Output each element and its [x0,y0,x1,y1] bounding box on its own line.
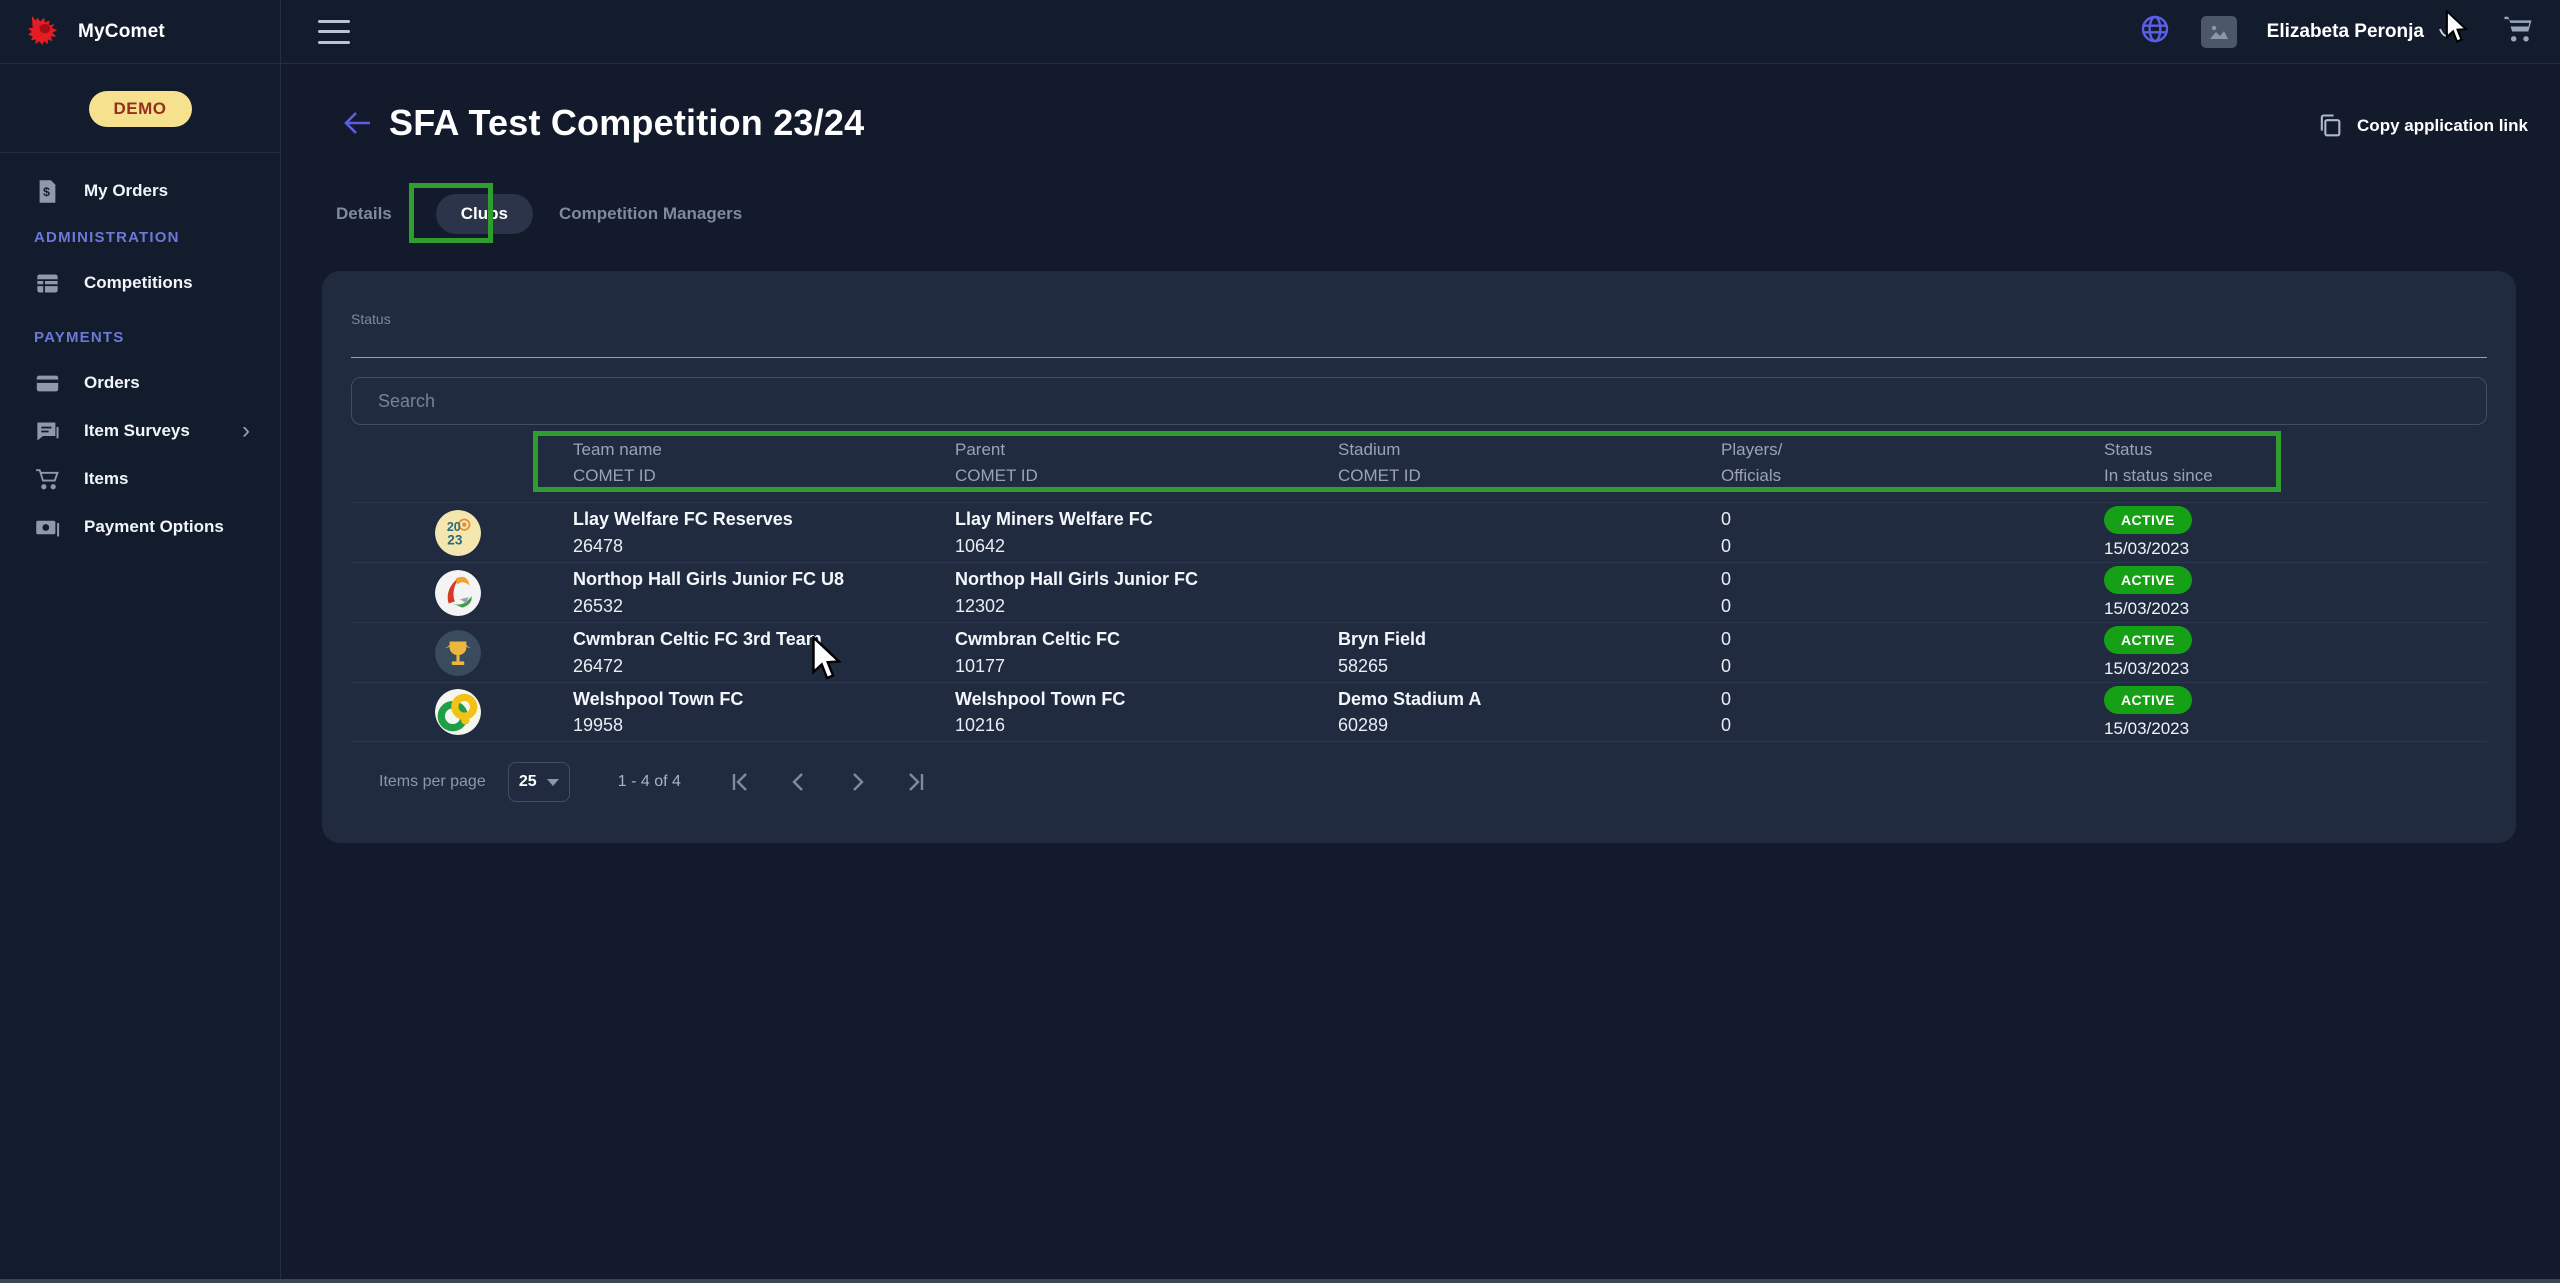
page-title: SFA Test Competition 23/24 [389,102,865,143]
tab-clubs[interactable]: Clubs [435,194,533,234]
table-list-icon [37,274,58,292]
sidebar-item-orders[interactable]: Orders [0,359,280,407]
mouse-cursor-small [2445,10,2469,43]
status-badge: ACTIVE [2104,685,2192,714]
dragon-logo-icon [26,12,64,51]
last-page-button[interactable] [901,768,929,796]
col-parent: Parent COMET ID [955,439,1038,485]
table-row[interactable]: Northop Hall Girls Junior FC U8 26532 No… [351,562,2487,622]
hamburger-menu-icon[interactable] [318,19,350,44]
cart-outline-icon [36,468,59,489]
sidebar: DEMO $ My Orders ADMINISTRATION Competit… [0,65,280,1283]
svg-text:$: $ [43,185,50,199]
user-avatar[interactable] [2200,15,2237,48]
club-logo-cwmbran-celtic [435,629,481,676]
tab-bar: Details Clubs Competition Managers [336,186,742,242]
copy-icon [2320,114,2341,137]
col-stadium: Stadium COMET ID [1338,439,1421,485]
mouse-cursor [812,636,842,680]
first-page-button[interactable] [727,768,755,796]
sidebar-item-item-surveys[interactable]: Item Surveys › [0,407,280,455]
search-input[interactable] [351,377,2487,425]
club-logo-northop-hall [435,569,481,616]
credit-card-icon [36,375,59,391]
pagination: Items per page 25 1 - 4 of 4 [351,759,2487,805]
next-page-button[interactable] [843,768,871,796]
items-per-page-label: Items per page [379,773,486,790]
back-button[interactable] [339,106,379,146]
previous-page-button[interactable] [785,768,813,796]
copy-application-link-button[interactable]: Copy application link [2316,112,2528,140]
topbar: MyComet Elizabeta Peronja [0,0,2560,64]
main-content: SFA Test Competition 23/24 Copy applicat… [281,64,2560,1283]
annotation-box-clubs-tab [409,183,493,243]
sidebar-item-items[interactable]: Items [0,455,280,503]
status-badge: ACTIVE [2104,506,2192,534]
cart-icon[interactable] [2502,14,2534,49]
sidebar-section-administration: ADMINISTRATION [34,228,180,246]
chat-bubble-icon [37,422,59,440]
user-name[interactable]: Elizabeta Peronja [2266,20,2424,42]
svg-text:20: 20 [447,519,461,533]
status-filter-label: Status [351,311,391,327]
brand-name: MyComet [78,20,165,42]
sidebar-item-competitions[interactable]: Competitions [0,259,280,307]
sidebar-section-payments: PAYMENTS [34,328,125,346]
receipt-dollar-icon: $ [39,179,56,203]
tab-competition-managers[interactable]: Competition Managers [558,204,743,223]
table-row[interactable]: Cwmbran Celtic FC 3rd Team 26472 Cwmbran… [351,622,2487,682]
col-team-name: Team name COMET ID [573,439,662,485]
status-badge: ACTIVE [2104,626,2192,654]
brand: MyComet [0,12,280,51]
caret-down-icon [546,778,559,786]
col-status: Status In status since [2104,439,2213,485]
table-row[interactable]: Welshpool Town FC 19958 Welshpool Town F… [351,682,2487,742]
table-header-row: Team name COMET ID Parent COMET ID Stadium… [351,433,2487,493]
svg-text:23: 23 [447,532,463,547]
status-badge: ACTIVE [2104,566,2192,594]
pagination-range: 1 - 4 of 4 [617,773,681,790]
status-filter-select[interactable] [351,357,2487,358]
club-logo-llay-welfare: 20 23 [435,509,481,556]
tab-details[interactable]: Details [336,204,392,223]
col-players-officials: Players/Officials [1721,439,1783,485]
sidebar-item-payment-options[interactable]: Payment Options [0,503,280,551]
sidebar-divider [0,152,280,153]
sidebar-main-divider [280,0,281,1283]
club-logo-welshpool-town [435,689,481,735]
demo-badge: DEMO [88,91,192,127]
globe-language-icon[interactable] [2139,13,2171,50]
window-edge [0,1279,2560,1283]
chevron-right-icon: › [242,417,250,444]
table-row[interactable]: 20 23 Llay Welfare FC Reserves 26478 Lla… [351,502,2487,562]
annotation-box-table-header [533,431,2281,492]
banknote-icon [36,520,60,536]
sidebar-item-my-orders[interactable]: $ My Orders [0,167,280,215]
page-size-select[interactable]: 25 [507,762,570,802]
table-body: 20 23 Llay Welfare FC Reserves 26478 Lla… [351,502,2487,742]
